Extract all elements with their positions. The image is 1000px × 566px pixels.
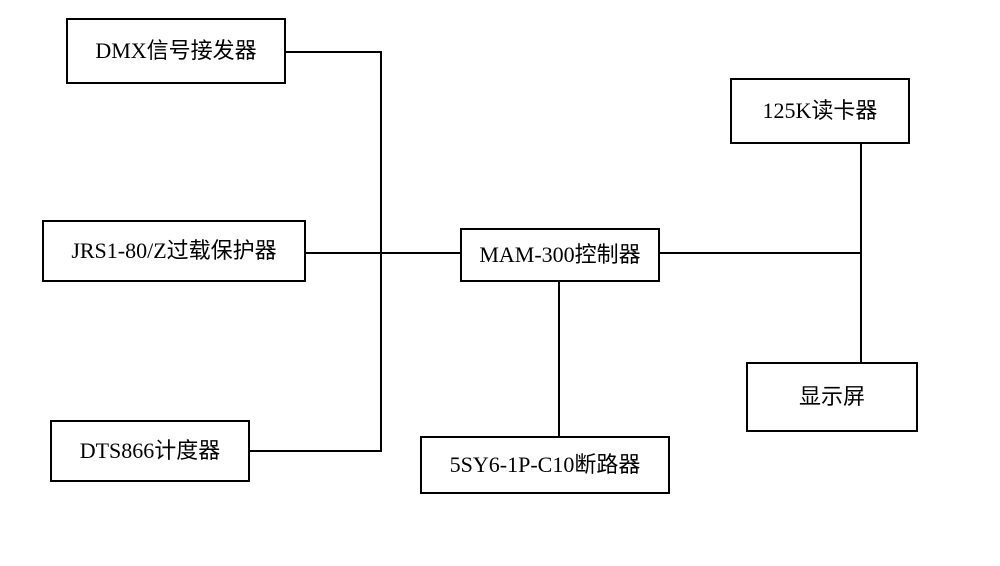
node-dmx-label: DMX信号接发器 [95,37,256,66]
node-breaker: 5SY6-1P-C10断路器 [420,436,670,494]
edge-jrs-to-bus [306,252,382,254]
node-jrs: JRS1-80/Z过载保护器 [42,220,306,282]
node-reader125k: 125K读卡器 [730,78,910,144]
node-mam-label: MAM-300控制器 [479,241,640,270]
node-dts: DTS866计度器 [50,420,250,482]
node-display-label: 显示屏 [799,383,865,412]
node-reader125k-label: 125K读卡器 [763,97,878,126]
node-breaker-label: 5SY6-1P-C10断路器 [450,451,641,480]
node-display: 显示屏 [746,362,918,432]
node-jrs-label: JRS1-80/Z过载保护器 [71,237,276,266]
edge-dts-to-bus [250,450,382,452]
edge-right-bus-vertical [860,144,862,362]
edge-mam-to-breaker [558,282,560,436]
edge-mam-to-rightbus [660,252,862,254]
edge-dmx-to-bus [286,51,382,53]
node-mam: MAM-300控制器 [460,228,660,282]
edge-bus-to-mam [380,252,460,254]
node-dts-label: DTS866计度器 [80,437,221,466]
node-dmx: DMX信号接发器 [66,18,286,84]
